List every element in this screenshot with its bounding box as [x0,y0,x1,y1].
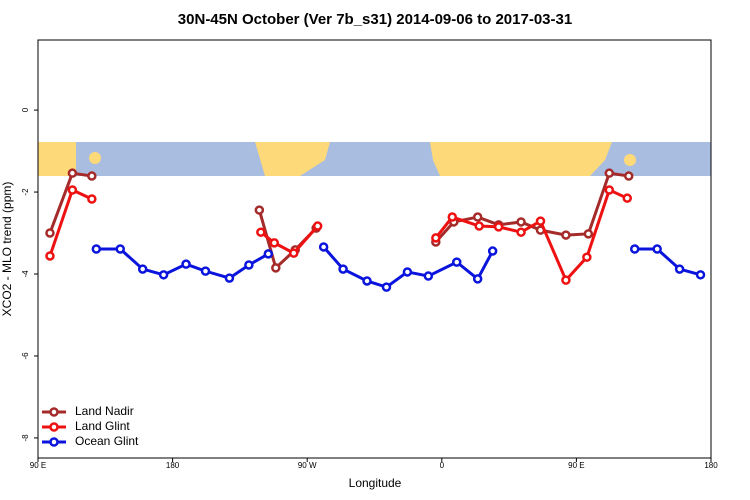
legend-marker [49,437,59,447]
data-point [582,252,592,262]
legend-label: Land Nadir [75,404,134,418]
y-tick-label: -2 [21,188,30,196]
data-point [87,171,97,181]
data-point [271,263,281,273]
legend-marker [49,422,59,432]
data-point [224,273,235,283]
data-point [318,242,329,252]
data-point [674,264,685,274]
data-point [45,251,55,261]
data-point [381,282,392,292]
map-strip [38,142,711,176]
data-point [695,270,706,280]
legend-label: Land Glint [75,419,130,433]
data-point [402,267,413,277]
data-point [244,260,254,270]
legend-marker [49,407,59,417]
data-point [622,193,632,203]
x-tick-label: 90 W [298,461,317,470]
data-point [158,270,169,280]
data-point [516,217,526,227]
data-point [604,168,615,178]
y-tick-label: -4 [21,270,30,278]
y-axis-label: XCO2 - MLO trend (ppm) [0,182,14,317]
chart-title: 30N-45N October (Ver 7b_s31) 2014-09-06 … [178,11,572,28]
data-point [487,246,498,256]
data-point [263,249,274,259]
data-point [629,244,640,254]
x-tick-label: 180 [166,461,180,470]
data-point [137,264,148,274]
data-point [623,171,634,181]
data-point [493,222,504,232]
data-point [452,257,462,267]
y-tick-label: -8 [21,434,30,442]
data-point [472,274,483,284]
data-point [87,194,97,204]
data-point [67,168,78,178]
x-tick-label: 90 E [30,461,46,470]
data-point [362,276,372,286]
plot-frame [37,39,712,459]
data-point [200,266,211,276]
data-point [45,228,55,238]
series-line [48,187,628,283]
y-tick-label: 0 [21,107,30,112]
data-point [561,230,571,240]
x-tick-label: 0 [440,461,445,470]
data-point [535,216,546,226]
y-tick-label: -6 [21,352,30,360]
data-point [472,212,483,222]
data-point [604,185,615,195]
data-point [67,185,78,195]
x-tick-label: 180 [704,461,718,470]
data-point [254,205,265,215]
data-point [269,238,280,248]
data-point [181,259,191,269]
data-point [312,221,323,231]
data-point [423,271,434,281]
data-point [447,212,458,222]
data-point [516,227,526,237]
data-point [288,248,299,258]
data-point [652,244,662,254]
legend-label: Ocean Glint [75,434,139,448]
data-point [256,227,266,237]
data-point [474,221,484,231]
x-axis-label: Longitude [349,476,402,490]
data-point [561,275,571,285]
data-point [115,244,126,254]
x-tick-label: 90 E [568,461,584,470]
data-point [431,233,441,243]
data-point [583,229,594,239]
data-point [91,244,102,254]
data-point [338,264,348,274]
